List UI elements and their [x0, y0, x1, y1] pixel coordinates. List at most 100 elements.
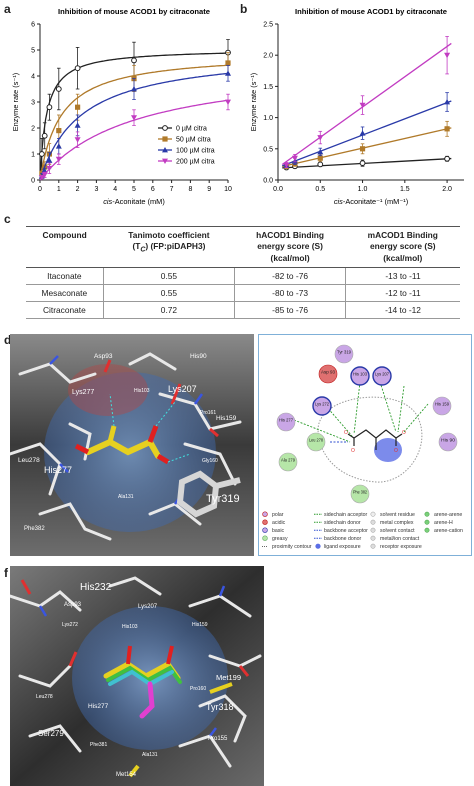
label-his277: His277: [88, 703, 109, 710]
data-point: [56, 128, 62, 134]
label-met199: Met199: [216, 673, 241, 682]
header-mouse: mACOD1 Binding energy score (S) (kcal/mo…: [345, 225, 460, 269]
label-pro160: Pro160: [190, 686, 206, 692]
data-point: [55, 156, 62, 163]
residue-node: [438, 432, 458, 452]
data-point: [46, 104, 53, 111]
legend-swatch: [370, 527, 376, 533]
panel-letter-f: f: [4, 566, 8, 580]
data-point: [38, 175, 45, 181]
data-point: [317, 161, 324, 168]
cell-human: -85 to -76: [234, 301, 346, 320]
label-met154: Met154: [116, 772, 137, 778]
label-lys272: Lys272: [62, 622, 78, 628]
label-tyr318: Tyr318: [206, 702, 234, 712]
label-pro155: Pro155: [208, 736, 228, 742]
legend-swatch: [370, 543, 376, 549]
panel-letter-b: b: [240, 2, 248, 16]
diagram-legend: polar acidic basic greasy proximity contour s…: [262, 511, 463, 550]
y-tick-label: 2.0: [263, 53, 273, 60]
ligand-sticks: [74, 425, 170, 465]
series-200-m-citra: [38, 93, 231, 181]
x-tick-label: 0: [38, 186, 42, 193]
svg-text:O: O: [394, 448, 398, 454]
label-ala131: Ala131: [118, 494, 134, 500]
table-row: Citraconate 0.72 -85 to -76 -14 to -12: [26, 301, 460, 320]
fit-line: [282, 127, 452, 168]
series-50-m-citra: [282, 120, 452, 169]
legend-swatch: [370, 535, 376, 541]
binding-table: Compound Tanimoto coefficient (TC) (FP:p…: [26, 225, 460, 320]
cell-tanimoto: 0.72: [102, 301, 235, 320]
legend-swatch: [262, 519, 268, 525]
label-ser279: Ser279: [38, 729, 64, 738]
legend-swatch: [262, 527, 268, 533]
legend-item: greasy: [272, 536, 288, 542]
x-axis-label: cis-Aconitate⁻¹ (mM⁻¹): [334, 197, 408, 206]
residue-label: Ala 279: [281, 458, 296, 463]
y-tick-label: 1: [31, 152, 35, 159]
label-leu278: Leu278: [36, 694, 53, 700]
label-lys207: Lys207: [168, 384, 197, 394]
header-tanimoto: Tanimoto coefficient (TC) (FP:piDAPH3): [103, 225, 235, 269]
residue-node: [278, 452, 298, 472]
cell-human: -82 to -76: [234, 267, 346, 286]
legend-item: ligand exposure: [324, 544, 361, 550]
y-axis-label: Enzyme rate (s⁻¹): [11, 73, 20, 132]
cell-human: -80 to -73: [234, 284, 346, 303]
label-his103: His103: [122, 624, 138, 630]
data-point: [359, 160, 366, 167]
fit-line: [282, 157, 452, 169]
protein-sticks: [10, 576, 262, 768]
legend-item: basic: [272, 528, 285, 534]
legend-swatch: [262, 535, 268, 541]
legend-item: backbone acceptor: [324, 528, 368, 534]
nitrogen-atoms: [38, 585, 226, 737]
label-lys207: Lys207: [138, 604, 158, 610]
legend-swatch: [424, 527, 430, 533]
x-tick-label: 0.5: [315, 186, 325, 193]
x-tick-label: 8: [188, 186, 192, 193]
legend-marker: [162, 125, 168, 131]
legend-item: proximity contour: [272, 544, 312, 550]
data-point: [46, 165, 53, 172]
cell-tanimoto: 0.55: [102, 267, 235, 286]
data-point: [41, 132, 48, 139]
fit-line: [281, 42, 452, 166]
data-point: [74, 65, 81, 72]
residue-label: Asp 93: [321, 370, 336, 375]
residue-node: [276, 412, 296, 432]
x-tick-label: 10: [224, 186, 232, 193]
label-ala131: Ala131: [142, 752, 158, 758]
chart-a: Inhibition of mouse ACOD1 by citraconate…: [11, 7, 232, 206]
residue-label: His 277: [279, 418, 294, 423]
cell-compound: Mesaconate: [26, 284, 104, 303]
residue-node: [312, 396, 332, 416]
data-point: [317, 135, 324, 141]
label-his159: His159: [216, 415, 237, 422]
oxygen-atoms: [103, 359, 219, 438]
residue-label: Lys 272: [315, 402, 330, 407]
label-his103: His103: [134, 388, 150, 394]
residue-node: [432, 396, 452, 416]
residue-label: Phe 382: [353, 490, 368, 495]
data-point: [317, 155, 323, 161]
data-point: [41, 172, 48, 178]
data-point: [359, 130, 366, 136]
y-tick-label: 0.5: [263, 146, 273, 153]
y-tick-label: 2.5: [263, 22, 273, 29]
residue-nodes: Tyr 319 Asp 93 His 103 Lys 207 Lys 272 His 15…: [276, 344, 458, 504]
legend-item: polar: [272, 512, 284, 518]
y-tick-label: 0.0: [263, 178, 273, 185]
legend-marker: [162, 136, 168, 142]
x-tick-label: 2.0: [442, 186, 452, 193]
cell-mouse: -12 to -11: [345, 284, 460, 303]
data-point: [283, 162, 290, 169]
tyr-ring: [176, 470, 241, 518]
legend-swatch: [370, 519, 376, 525]
legend-item: backbone donor: [324, 536, 361, 542]
data-point: [444, 126, 450, 132]
table-row: Itaconate 0.55 -82 to -76 -13 to -11: [26, 267, 460, 286]
interaction-diagram-e: O O O O Tyr 319 Asp 93 His 103 Lys 207 Lys 272 H…: [258, 334, 472, 556]
data-point: [131, 86, 137, 92]
